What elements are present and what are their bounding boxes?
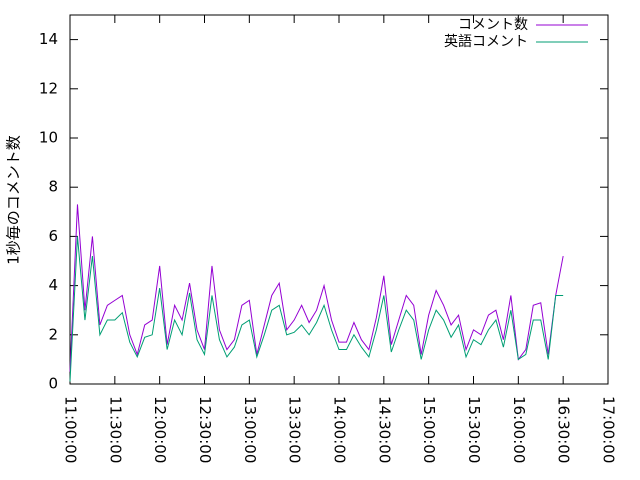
x-tick-label: 14:30:00: [375, 396, 393, 463]
y-tick-label: 14: [39, 30, 58, 48]
y-tick-label: 4: [48, 276, 58, 294]
x-tick-label: 17:00:00: [600, 396, 618, 463]
y-tick-label: 10: [39, 129, 58, 147]
y-tick-label: 12: [39, 79, 58, 97]
y-tick-label: 2: [48, 325, 58, 343]
series-line: [69, 204, 564, 372]
x-tick-label: 11:30:00: [106, 396, 124, 463]
x-tick-label: 13:00:00: [241, 396, 259, 463]
y-tick-label: 6: [48, 227, 58, 245]
x-tick-label: 12:30:00: [196, 396, 214, 463]
x-tick-label: 16:30:00: [555, 396, 573, 463]
x-tick-label: 12:00:00: [151, 396, 169, 463]
x-tick-label: 15:30:00: [465, 396, 483, 463]
y-axis-label: 1秒毎のコメント数: [5, 135, 23, 265]
y-tick-label: 8: [48, 178, 58, 196]
x-tick-label: 16:00:00: [510, 396, 528, 463]
legend-label: 英語コメント: [444, 33, 528, 50]
x-tick-label: 14:00:00: [331, 396, 349, 463]
x-tick-label: 15:00:00: [420, 396, 438, 463]
x-tick-label: 11:00:00: [62, 396, 80, 463]
plot-border: [69, 14, 609, 385]
series-line: [69, 236, 564, 382]
legend-label: コメント数: [458, 17, 528, 33]
x-tick-label: 13:30:00: [286, 396, 304, 463]
y-tick-label: 0: [48, 375, 58, 393]
